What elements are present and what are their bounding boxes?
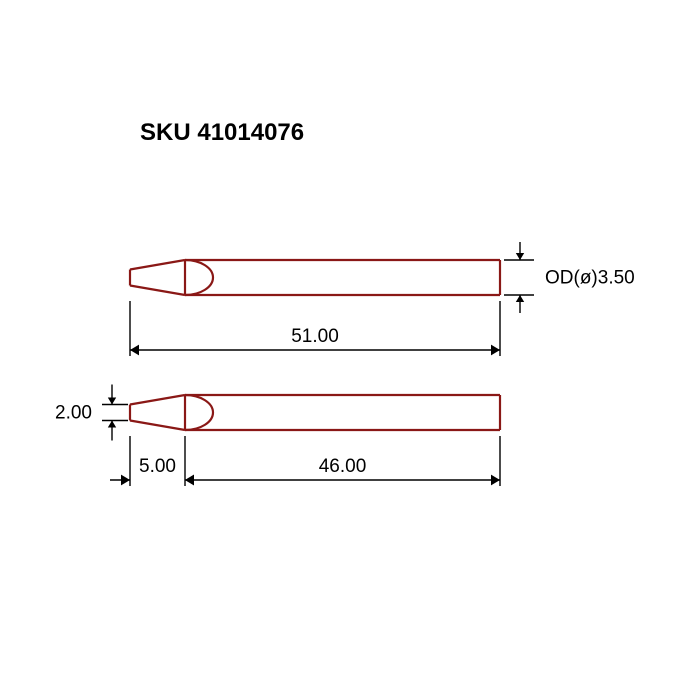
label-tip-width: 2.00 <box>55 403 92 424</box>
label-body-length: 46.00 <box>319 456 367 477</box>
label-tip-length: 5.00 <box>139 456 176 477</box>
label-od: OD(ø)3.50 <box>545 268 635 289</box>
label-total-length: 51.00 <box>291 326 339 347</box>
sku-title: SKU 41014076 <box>140 119 304 146</box>
